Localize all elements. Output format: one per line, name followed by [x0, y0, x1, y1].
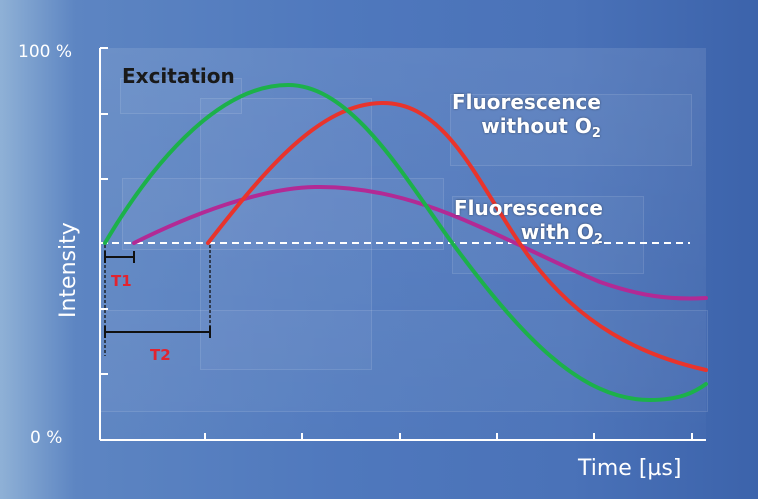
- excitation-curve: [103, 82, 708, 403]
- fluorescence-with-o2-line1: Fluorescence: [454, 196, 603, 220]
- y-max-label: 100 %: [18, 42, 73, 62]
- t2-bracket: [104, 326, 211, 338]
- y-axis-ticks: [100, 47, 108, 375]
- t1-label: T1: [111, 272, 132, 290]
- y-axis-label: Intensity: [56, 222, 81, 318]
- x-axis-ticks: [204, 433, 693, 440]
- y-min-label: 0 %: [30, 428, 63, 448]
- fluorescence-without-o2-line1: Fluorescence: [452, 90, 601, 114]
- excitation-label: Excitation: [122, 64, 235, 88]
- fluorescence-without-o2-curve: [206, 100, 708, 372]
- fluorescence-without-o2-line2: without O2: [481, 114, 601, 141]
- fluorescence-with-o2-line2: with O2: [520, 220, 603, 247]
- fluorescence-without-o2-label: Fluorescence without O2: [452, 90, 601, 141]
- fluorescence-with-o2-label: Fluorescence with O2: [454, 196, 603, 247]
- t1-bracket: [104, 251, 135, 263]
- t2-label: T2: [150, 346, 171, 364]
- fluorescence-with-o2-curve: [132, 184, 708, 301]
- x-axis-label: Time [µs]: [578, 456, 682, 481]
